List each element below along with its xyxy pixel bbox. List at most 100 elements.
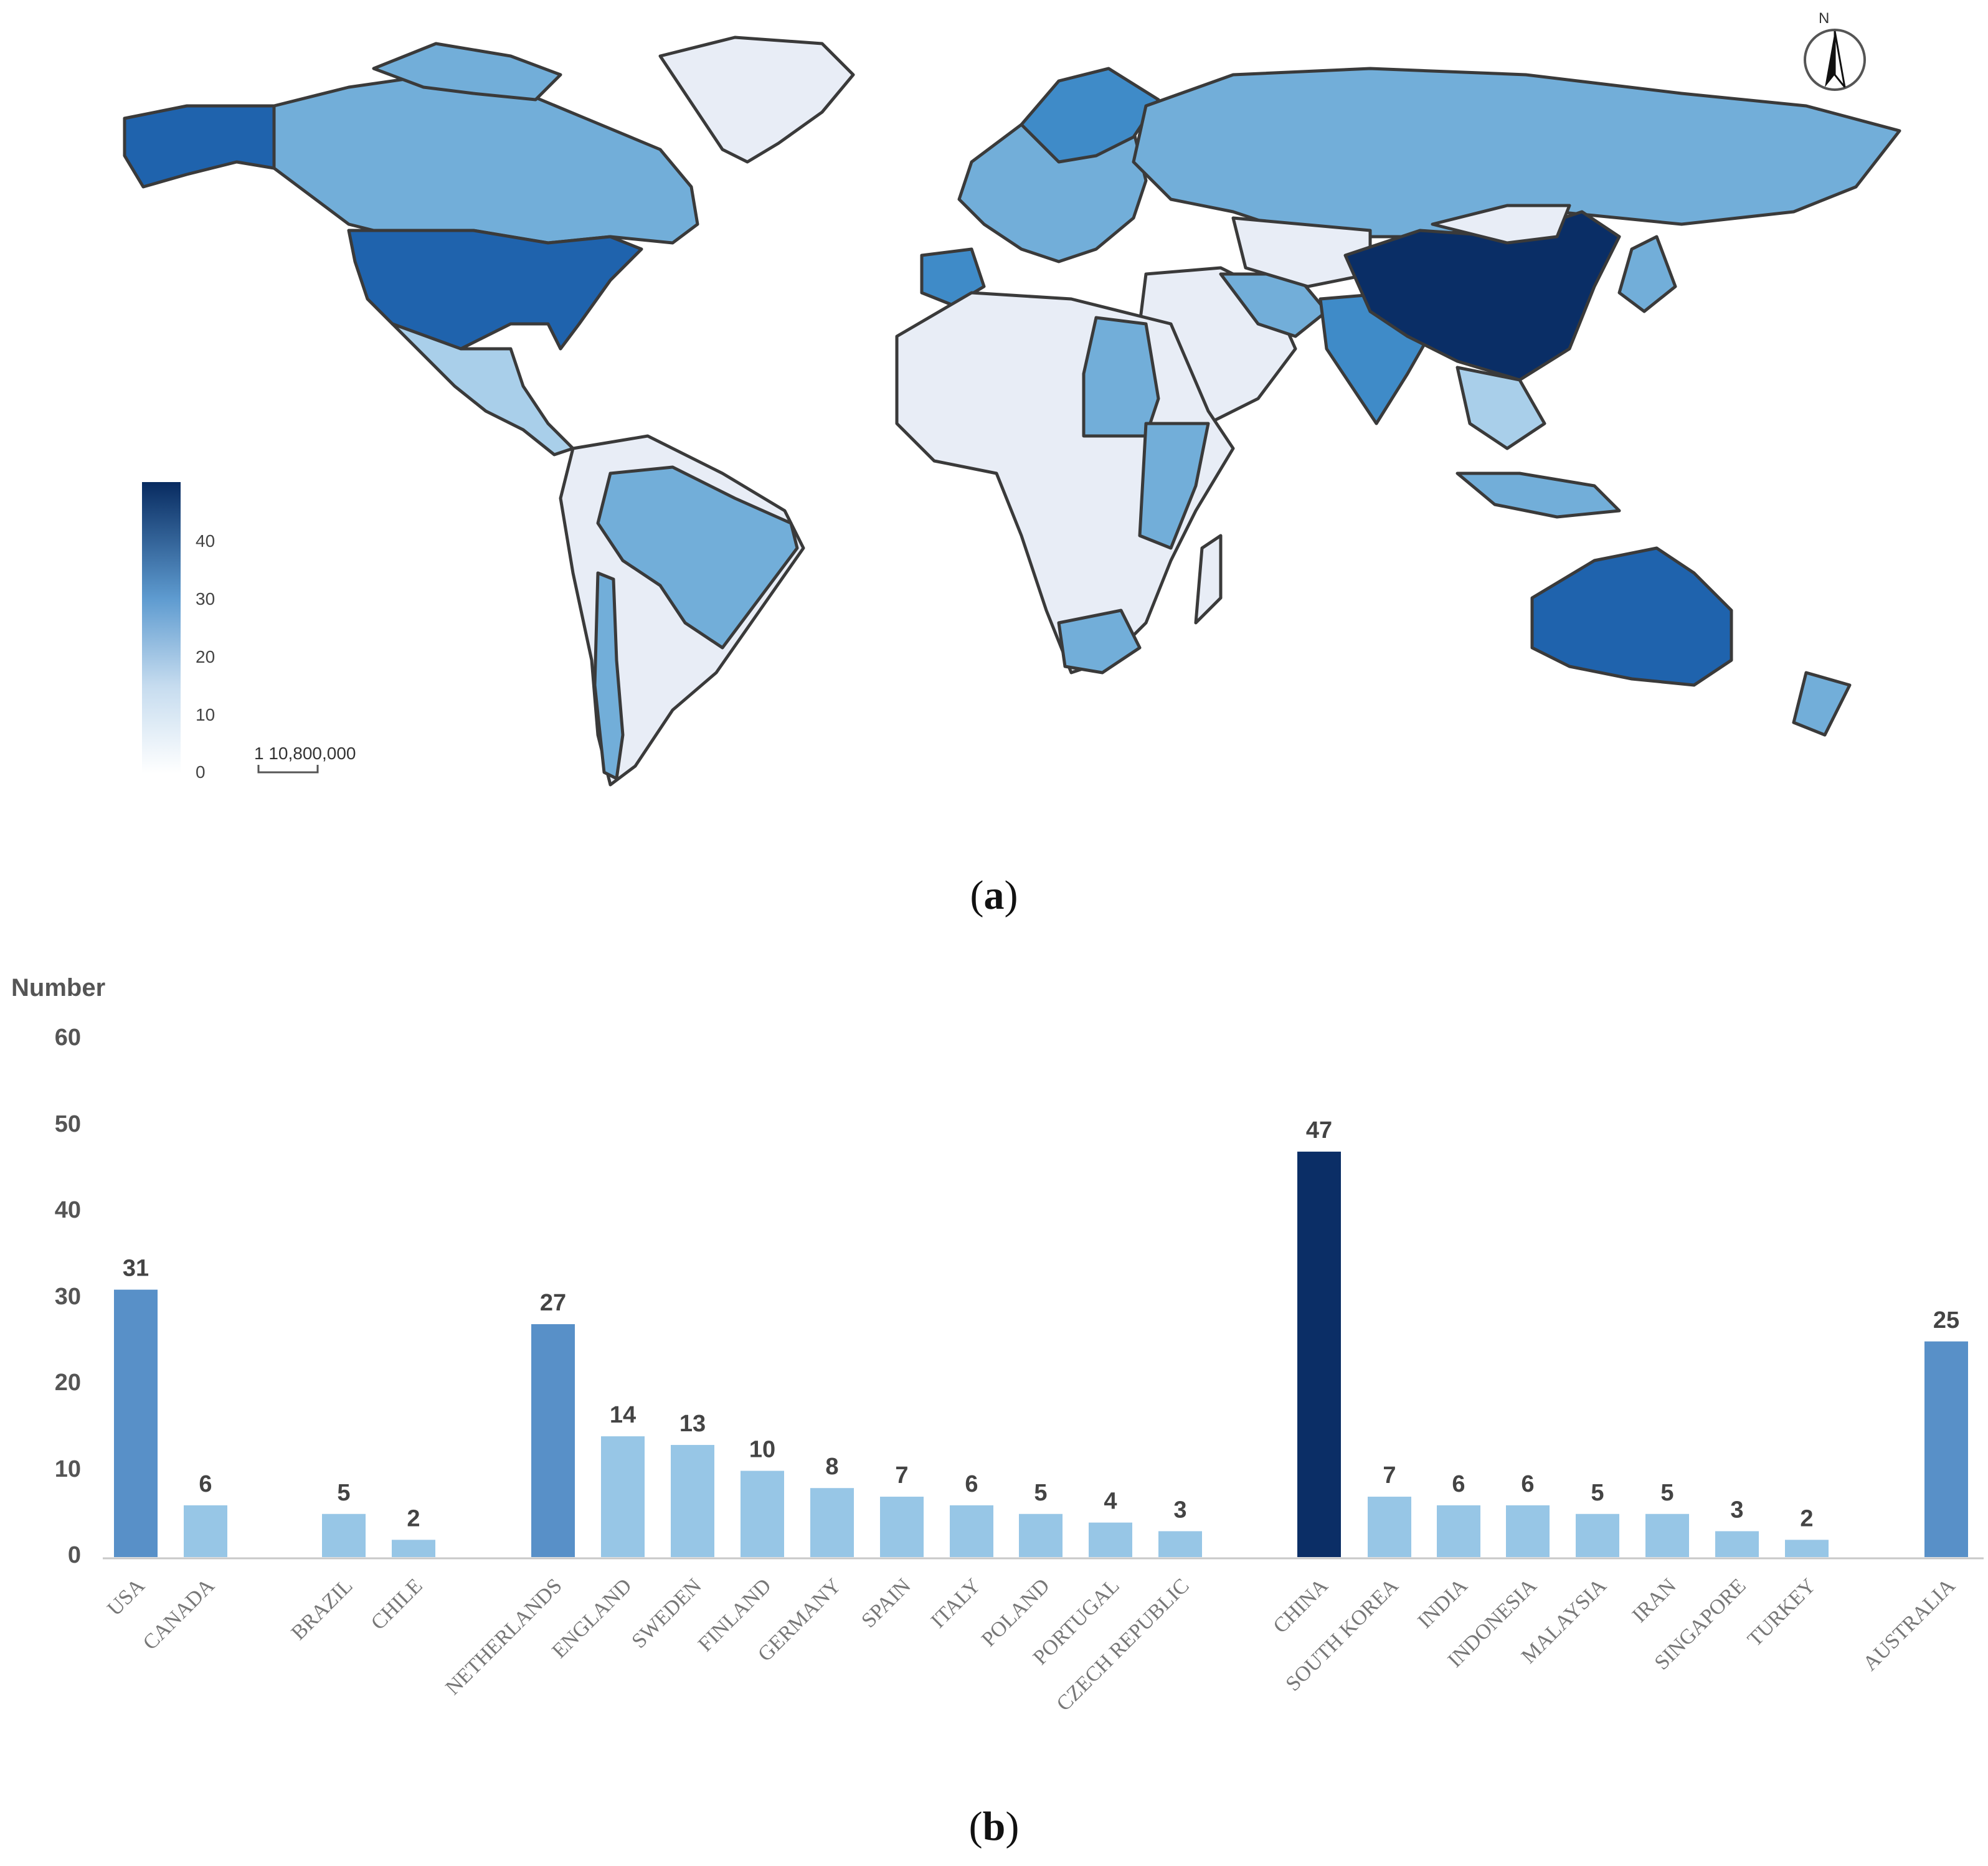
bar xyxy=(671,1444,714,1557)
bar-value-label: 10 xyxy=(749,1437,775,1463)
bar-value-label: 6 xyxy=(965,1471,978,1497)
bar xyxy=(1924,1341,1968,1557)
category-tick-label: IRAN xyxy=(1628,1574,1681,1627)
usa-shape xyxy=(347,229,643,351)
bar xyxy=(1437,1505,1480,1557)
y-axis-title: Number xyxy=(11,974,106,1002)
panel-label-b: (b) xyxy=(968,1804,1020,1849)
bar xyxy=(880,1497,924,1557)
legend-colorbar xyxy=(142,482,181,774)
y-tick-label: 50 xyxy=(54,1111,81,1137)
bar-value-label: 31 xyxy=(123,1256,149,1282)
world-choropleth-map xyxy=(123,29,1901,787)
bar xyxy=(1645,1513,1689,1557)
panel-label-a: (a) xyxy=(970,873,1018,918)
bar xyxy=(601,1436,645,1557)
bar xyxy=(531,1324,575,1557)
arctic-islands-shape xyxy=(372,42,562,102)
bar xyxy=(741,1471,784,1557)
bar-value-label: 27 xyxy=(540,1290,566,1316)
bar-value-label: 5 xyxy=(1591,1480,1604,1506)
east-africa-shape xyxy=(1138,422,1210,550)
bar-value-label: 3 xyxy=(1173,1497,1186,1523)
scale-text: 1 10,800,000 xyxy=(254,744,356,763)
category-tick-label: SPAIN xyxy=(857,1574,915,1632)
category-tick-label: CANADA xyxy=(139,1574,219,1654)
bar-value-label: 2 xyxy=(1800,1505,1813,1532)
alaska-shape xyxy=(123,104,276,189)
bar xyxy=(1158,1531,1202,1557)
category-tick-label: CZECH REPUBLIC xyxy=(1052,1574,1193,1715)
legend-tick: 10 xyxy=(196,705,215,724)
category-tick-label: BRAZIL xyxy=(287,1574,357,1644)
mongolia-shape xyxy=(1431,204,1571,245)
category-tick-label: CHINA xyxy=(1269,1574,1333,1638)
bar xyxy=(1089,1522,1132,1557)
bar xyxy=(322,1513,366,1557)
bar-value-label: 4 xyxy=(1104,1489,1117,1515)
bar xyxy=(950,1505,993,1557)
bar-value-label: 6 xyxy=(1452,1471,1465,1497)
bar xyxy=(114,1289,158,1557)
legend-tick: 30 xyxy=(196,589,215,609)
y-tick-label: 20 xyxy=(54,1370,81,1396)
category-tick-label: NETHERLANDS xyxy=(442,1574,567,1699)
bar-value-label: 14 xyxy=(610,1402,636,1428)
new-zealand-shape xyxy=(1792,671,1852,737)
north-label: N xyxy=(1819,10,1830,27)
russia-shape xyxy=(1132,67,1901,239)
bar xyxy=(810,1488,854,1557)
bar xyxy=(1019,1513,1063,1557)
category-tick-label: ITALY xyxy=(927,1574,985,1632)
category-tick-label: USA xyxy=(103,1574,149,1621)
indonesia-shape xyxy=(1456,471,1621,519)
bar-value-label: 6 xyxy=(1521,1471,1534,1497)
central-asia-shape xyxy=(1231,216,1372,288)
mexico-shape xyxy=(391,322,575,457)
brazil-shape xyxy=(596,465,799,650)
se-asia-shape xyxy=(1456,366,1546,450)
category-tick-label: CHILE xyxy=(367,1574,427,1634)
australia-shape xyxy=(1530,546,1733,687)
bar-value-label: 5 xyxy=(1660,1480,1673,1506)
y-tick-label: 40 xyxy=(54,1197,81,1223)
japan-shape xyxy=(1617,235,1677,313)
category-tick-label: AUSTRALIA xyxy=(1858,1574,1960,1675)
y-tick-label: 0 xyxy=(67,1542,81,1568)
bar-value-label: 2 xyxy=(407,1505,420,1532)
bar-value-label: 5 xyxy=(1034,1480,1047,1506)
madagascar-shape xyxy=(1194,534,1223,625)
bar-value-label: 8 xyxy=(825,1454,838,1480)
south-africa-shape xyxy=(1057,609,1142,675)
y-tick-label: 30 xyxy=(54,1283,81,1310)
bar-value-label: 25 xyxy=(1933,1307,1959,1333)
legend-tick: 20 xyxy=(196,647,215,666)
bar-value-label: 5 xyxy=(337,1480,350,1506)
bar xyxy=(1576,1513,1619,1557)
y-tick-label: 60 xyxy=(54,1025,81,1051)
map-panel: 40 30 20 10 0 1 10,800,000 N xyxy=(0,0,1988,810)
category-tick-label: INDIA xyxy=(1413,1574,1472,1633)
bar xyxy=(1715,1531,1759,1557)
bar xyxy=(184,1505,227,1557)
bar-value-label: 7 xyxy=(1383,1462,1396,1489)
bar-value-label: 13 xyxy=(679,1411,706,1437)
bar-value-label: 7 xyxy=(895,1462,908,1489)
bar xyxy=(1368,1497,1411,1557)
greenland-shape xyxy=(658,36,855,164)
bar-value-label: 6 xyxy=(199,1471,212,1497)
scale-bar xyxy=(257,765,319,774)
legend-tick: 40 xyxy=(196,531,215,551)
bar-chart-panel: Number 0 10 20 30 40 50 60 31 USA 6 CANADA 5 BRAZIL… xyxy=(0,947,1988,1800)
bar-chart: 31USA6CANADA5BRAZIL2CHILE27NETHERLANDS14… xyxy=(103,1117,1984,1716)
bar-value-label: 3 xyxy=(1730,1497,1743,1523)
canada-shape xyxy=(272,73,699,245)
bar xyxy=(392,1540,435,1557)
legend-tick: 0 xyxy=(196,762,206,782)
category-tick-label: TURKEY xyxy=(1743,1574,1820,1651)
bar xyxy=(1785,1540,1829,1557)
bar xyxy=(1297,1152,1341,1557)
egypt-shape xyxy=(1082,316,1160,438)
bar xyxy=(1506,1505,1550,1557)
y-tick-label: 10 xyxy=(54,1456,81,1482)
